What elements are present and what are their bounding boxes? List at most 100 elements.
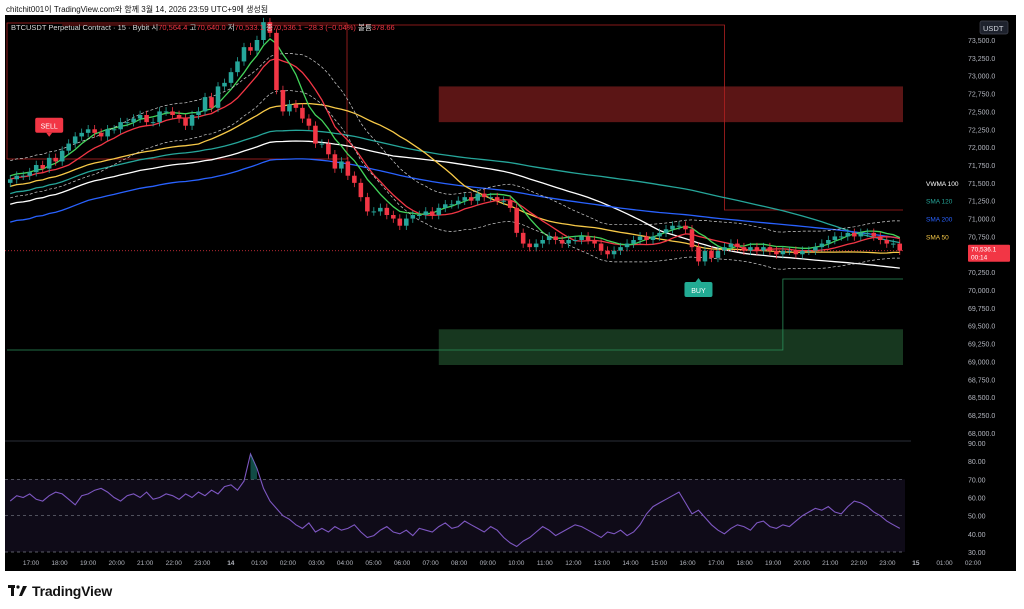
candle-body[interactable] [663, 229, 669, 233]
candle-body[interactable] [468, 197, 474, 201]
candle-body[interactable] [566, 240, 571, 244]
candle-body[interactable] [702, 250, 708, 262]
candle-body[interactable] [59, 150, 65, 162]
candle-body[interactable] [455, 200, 461, 205]
candle-body[interactable] [845, 232, 851, 237]
candle-body[interactable] [553, 236, 558, 240]
candle-body[interactable] [98, 132, 104, 137]
candle-body[interactable] [533, 243, 539, 248]
candle-body[interactable] [20, 175, 26, 177]
candle-body[interactable] [631, 240, 636, 244]
candle-body[interactable] [423, 211, 429, 215]
candle-body[interactable] [865, 232, 870, 234]
candle-body[interactable] [897, 243, 903, 251]
candle-body[interactable] [670, 225, 675, 230]
symbol-title[interactable]: BTCUSDT Perpetual Contract · 15 · Bybit [11, 23, 150, 32]
candle-body[interactable] [209, 97, 214, 108]
candle-body[interactable] [514, 207, 519, 233]
candle-body[interactable] [800, 250, 805, 255]
candle-body[interactable] [644, 236, 649, 240]
candle-body[interactable] [624, 243, 630, 248]
candle-body[interactable] [793, 250, 799, 255]
candle-body[interactable] [637, 236, 643, 240]
candle-body[interactable] [494, 197, 500, 201]
candle-body[interactable] [890, 243, 896, 245]
candle-body[interactable] [592, 240, 597, 244]
candle-body[interactable] [189, 115, 195, 126]
candle-body[interactable] [371, 211, 377, 213]
price-chart-svg[interactable]: 73,500.0 73,250.0 73,000.0 72,750.0 72,500.0… [5, 15, 1016, 571]
candle-body[interactable] [202, 97, 208, 112]
candle-body[interactable] [313, 125, 318, 144]
candle-body[interactable] [33, 165, 39, 173]
candle-body[interactable] [657, 232, 662, 237]
candle-body[interactable] [605, 250, 610, 255]
candle-body[interactable] [46, 157, 52, 169]
candle-body[interactable] [780, 250, 786, 255]
candle-body[interactable] [741, 247, 747, 251]
candle-body[interactable] [436, 207, 442, 215]
candle-body[interactable] [267, 22, 273, 33]
candle-body[interactable] [53, 157, 58, 162]
candle-body[interactable] [488, 197, 493, 199]
candle-body[interactable] [871, 232, 877, 237]
candle-body[interactable] [404, 218, 409, 226]
tradingview-brand[interactable]: TradingView [32, 583, 113, 599]
candle-body[interactable] [579, 236, 584, 240]
candle-body[interactable] [839, 236, 844, 238]
candle-body[interactable] [287, 104, 292, 112]
candle-body[interactable] [715, 250, 721, 258]
candle-body[interactable] [884, 240, 890, 244]
candle-body[interactable] [319, 143, 325, 145]
candle-body[interactable] [306, 118, 312, 126]
candle-body[interactable] [235, 61, 240, 73]
candle-body[interactable] [14, 175, 20, 180]
candle-body[interactable] [507, 200, 513, 208]
candle-body[interactable] [391, 215, 396, 219]
candle-body[interactable] [241, 47, 247, 62]
candle-body[interactable] [150, 122, 156, 124]
candle-body[interactable] [7, 179, 13, 183]
candle-body[interactable] [196, 111, 201, 115]
candle-body[interactable] [696, 247, 701, 262]
buy-signal[interactable] [684, 282, 713, 297]
candle-body[interactable] [728, 243, 734, 248]
candle-body[interactable] [722, 247, 727, 251]
candle-body[interactable] [813, 247, 818, 251]
candle-body[interactable] [462, 197, 468, 201]
candle-body[interactable] [300, 107, 305, 119]
candle-body[interactable] [365, 197, 370, 212]
candle-body[interactable] [585, 236, 591, 240]
candle-body[interactable] [832, 236, 838, 240]
candle-body[interactable] [852, 232, 857, 237]
candle-body[interactable] [124, 122, 130, 124]
candle-body[interactable] [819, 243, 825, 248]
candle-body[interactable] [131, 118, 136, 123]
candle-body[interactable] [228, 72, 234, 83]
candle-body[interactable] [787, 250, 792, 252]
candle-body[interactable] [72, 136, 78, 144]
candle-body[interactable] [709, 250, 714, 258]
candle-body[interactable] [683, 225, 688, 230]
candle-body[interactable] [520, 232, 526, 244]
candle-body[interactable] [222, 82, 227, 87]
candle-body[interactable] [144, 115, 149, 123]
candle-body[interactable] [261, 22, 266, 40]
candle-body[interactable] [183, 118, 188, 126]
candle-body[interactable] [170, 111, 175, 115]
candle-body[interactable] [326, 143, 331, 155]
candle-body[interactable] [40, 165, 45, 169]
candle-body[interactable] [157, 111, 162, 123]
candle-body[interactable] [85, 129, 91, 133]
candle-body[interactable] [345, 161, 351, 176]
currency-label[interactable]: USDT [983, 24, 1004, 33]
candle-body[interactable] [826, 240, 831, 244]
candle-body[interactable] [540, 240, 545, 244]
candle-body[interactable] [92, 129, 97, 133]
candle-body[interactable] [806, 250, 812, 252]
candle-body[interactable] [767, 247, 773, 251]
candle-body[interactable] [280, 90, 286, 112]
candle-body[interactable] [748, 247, 753, 251]
candle-body[interactable] [79, 132, 84, 137]
candle-body[interactable] [527, 243, 532, 248]
